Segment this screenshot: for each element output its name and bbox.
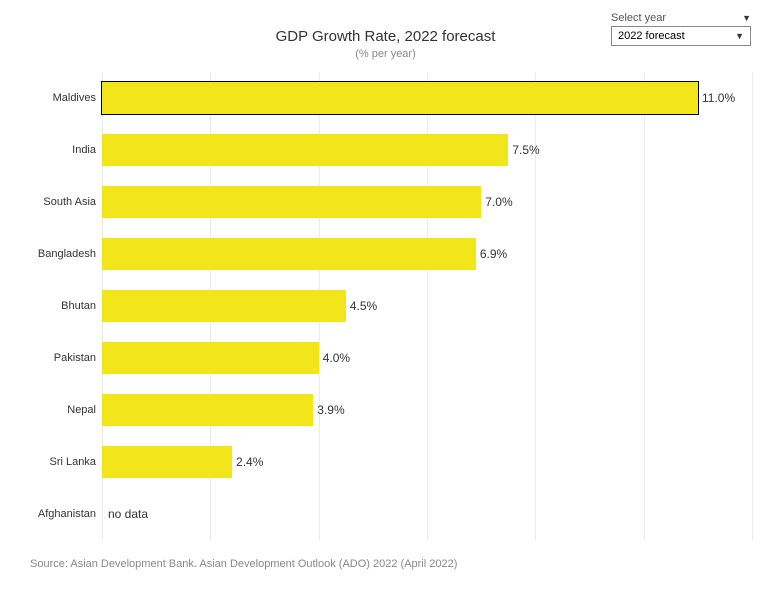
bar[interactable] (102, 446, 232, 478)
bar-row: Afghanistan no data (30, 488, 750, 540)
dropdown-icon: ▼ (742, 13, 751, 23)
value-label: 4.0% (323, 351, 350, 365)
category-label: South Asia (30, 196, 102, 208)
bar-row: Pakistan 4.0% (30, 332, 750, 384)
bar-row: India 7.5% (30, 124, 750, 176)
value-label: 3.9% (317, 403, 344, 417)
category-label: India (30, 144, 102, 156)
bar-row: Maldives 11.0% (30, 72, 750, 124)
chart-container: Select year ▼ 2022 forecast ▼ GDP Growth… (0, 0, 771, 604)
bar[interactable] (102, 82, 698, 114)
year-selector-label: Select year ▼ (611, 12, 751, 24)
year-selector-label-text: Select year (611, 12, 666, 24)
category-label: Pakistan (30, 352, 102, 364)
bar[interactable] (102, 186, 481, 218)
category-label: Maldives (30, 92, 102, 104)
bar[interactable] (102, 290, 346, 322)
gridline (752, 72, 753, 540)
value-label: 2.4% (236, 455, 263, 469)
no-data-label: no data (108, 507, 148, 521)
value-label: 11.0% (702, 91, 735, 105)
value-label: 4.5% (350, 299, 377, 313)
chart-subtitle: (% per year) (0, 48, 771, 60)
bar-row: Bangladesh 6.9% (30, 228, 750, 280)
bar-row: Sri Lanka 2.4% (30, 436, 750, 488)
value-label: 7.0% (485, 195, 512, 209)
category-label: Nepal (30, 404, 102, 416)
category-label: Afghanistan (30, 508, 102, 520)
category-label: Bhutan (30, 300, 102, 312)
bar[interactable] (102, 394, 313, 426)
chart-title: GDP Growth Rate, 2022 forecast (0, 28, 771, 45)
bar[interactable] (102, 134, 508, 166)
chart-area: Maldives 11.0% India 7.5% South Asia 7.0% Bang… (30, 72, 750, 540)
bar-row: Bhutan 4.5% (30, 280, 750, 332)
bar[interactable] (102, 238, 476, 270)
value-label: 7.5% (512, 143, 539, 157)
value-label: 6.9% (480, 247, 507, 261)
bar-row: Nepal 3.9% (30, 384, 750, 436)
bar-row: South Asia 7.0% (30, 176, 750, 228)
category-label: Sri Lanka (30, 456, 102, 468)
source-text: Source: Asian Development Bank. Asian De… (30, 558, 457, 570)
bar[interactable] (102, 342, 319, 374)
category-label: Bangladesh (30, 248, 102, 260)
